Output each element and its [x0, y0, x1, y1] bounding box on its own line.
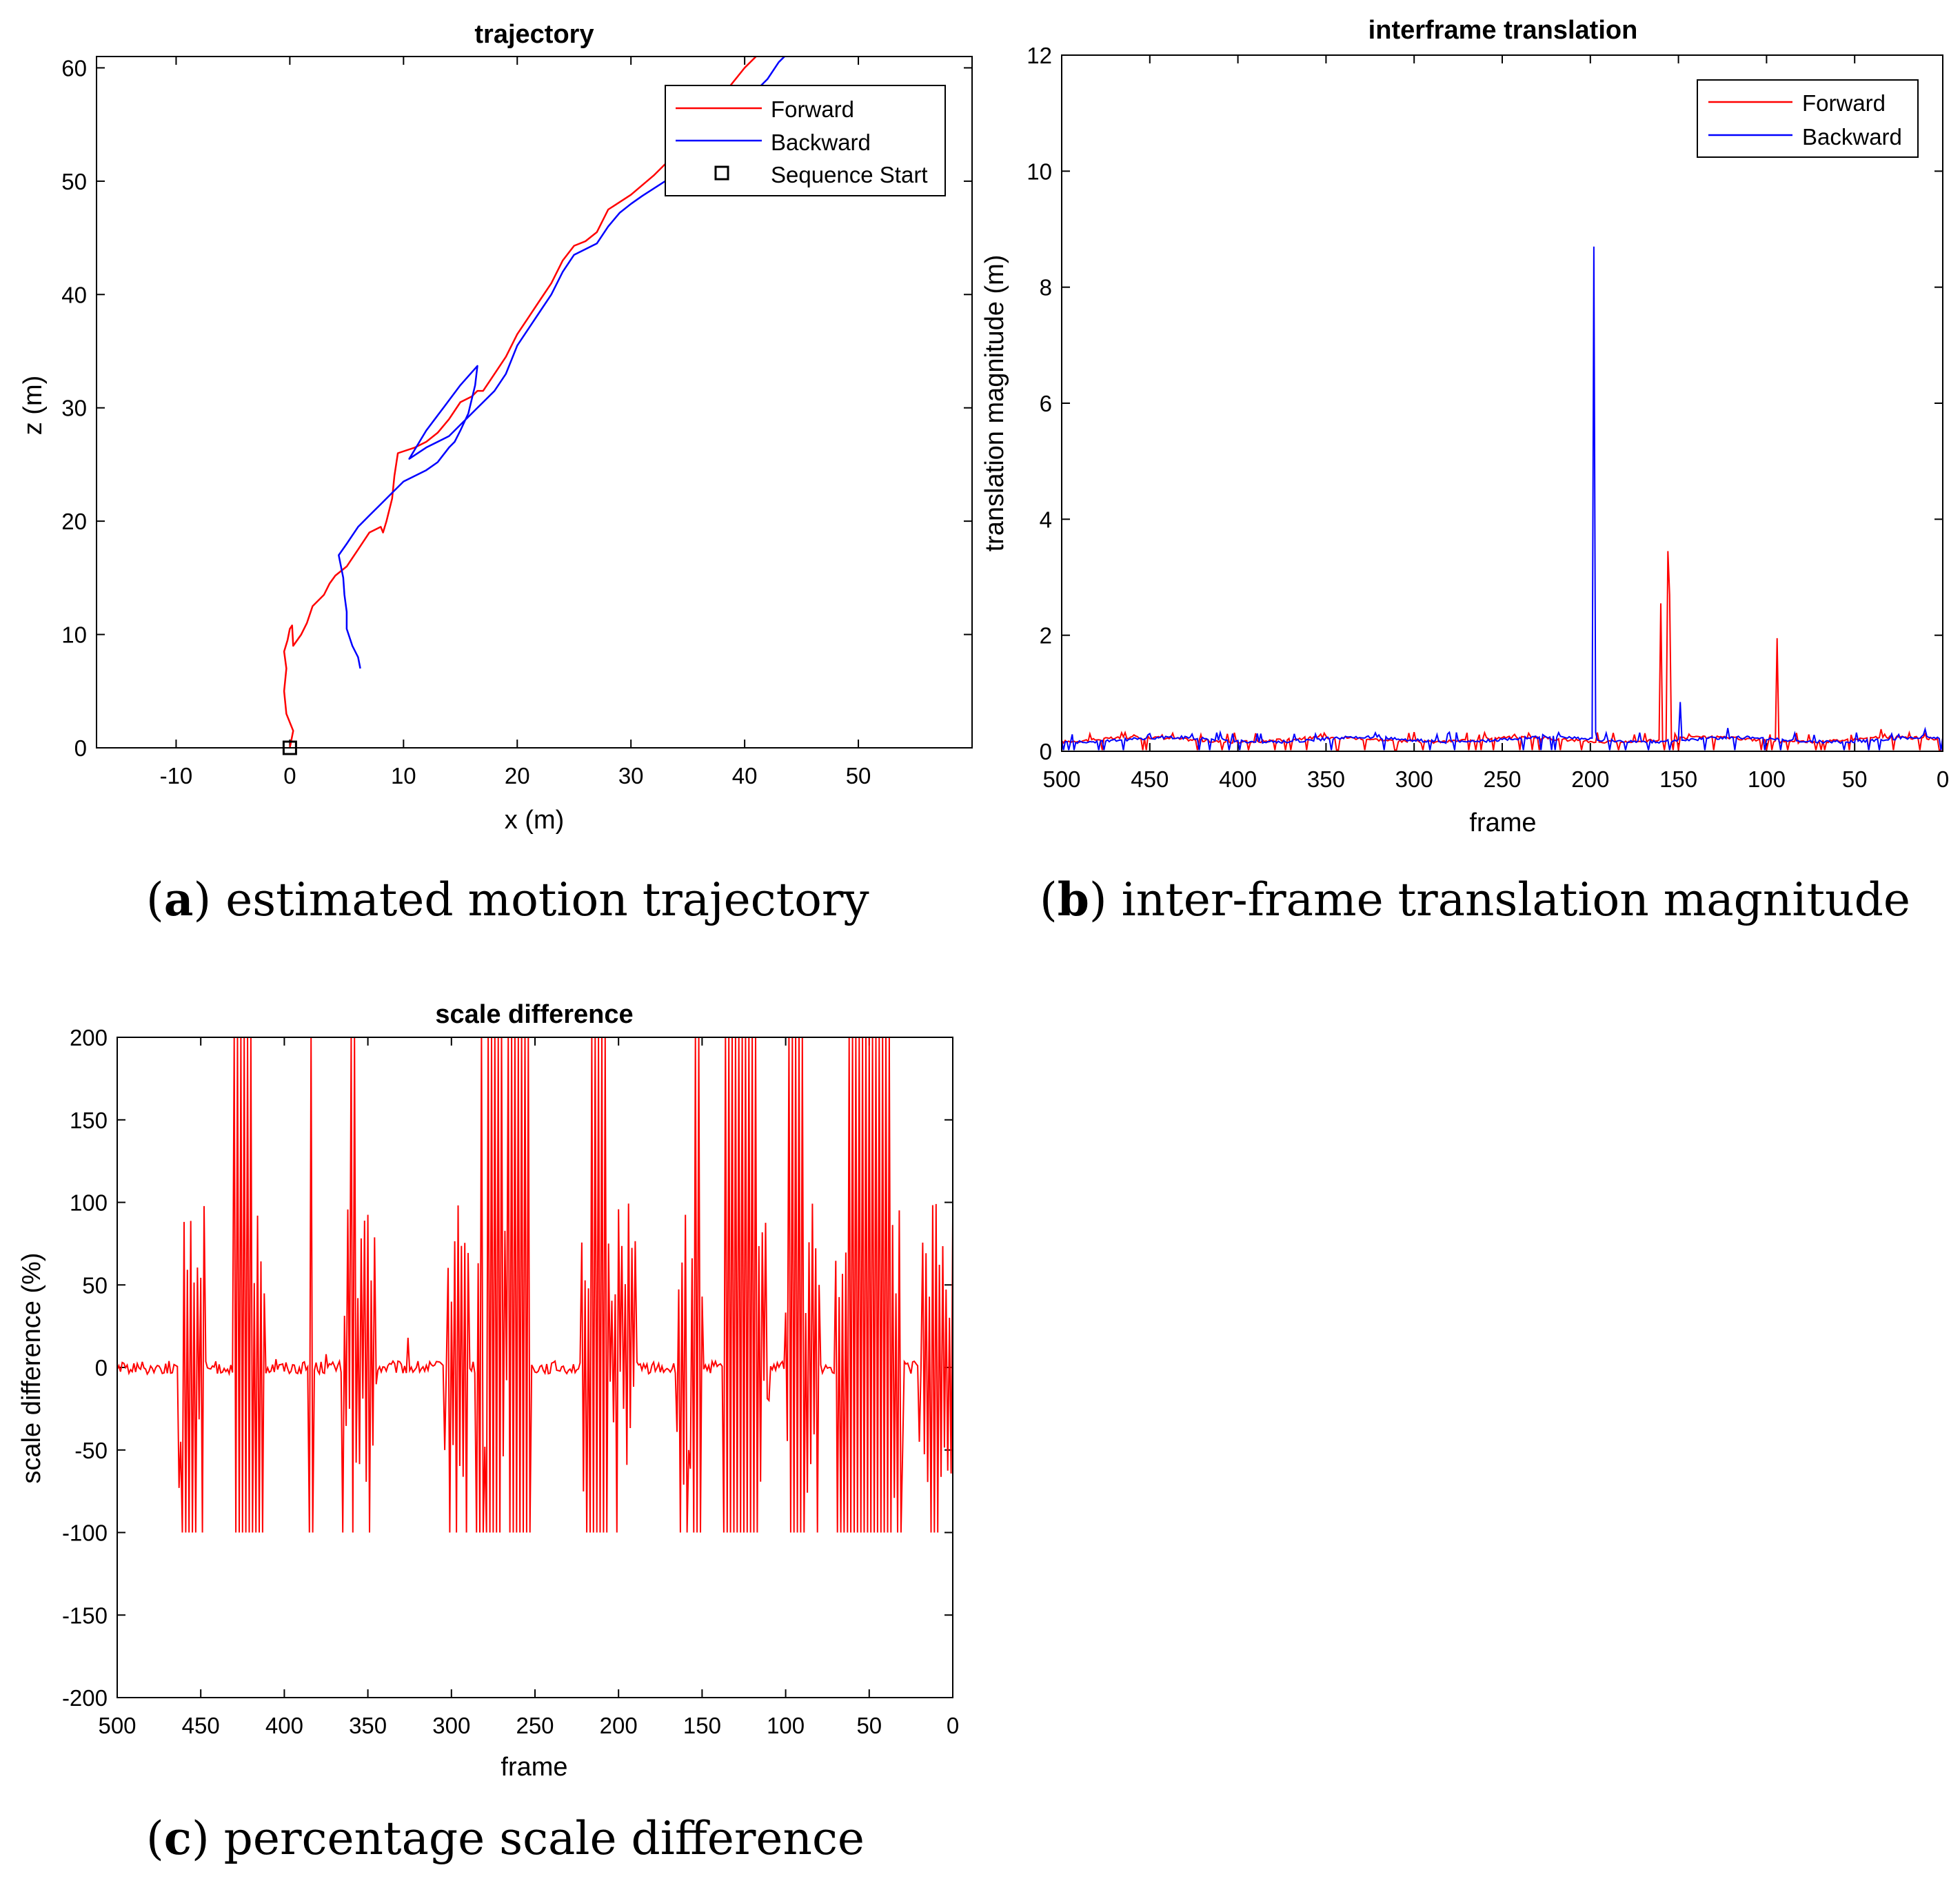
x-tick-label: 400: [1219, 766, 1257, 792]
x-tick-label: 200: [600, 1713, 638, 1738]
y-tick-label: 150: [70, 1108, 108, 1133]
x-tick-label: 350: [349, 1713, 387, 1738]
caption-c-letter: c: [164, 1811, 192, 1865]
chart-c-ylabel: scale difference (%): [17, 1252, 46, 1483]
chart-interframe-translation: interframe translation 500 450 400 350 300 25…: [980, 16, 1949, 837]
y-tick-label: 4: [1040, 507, 1052, 532]
x-tick-label: 450: [182, 1713, 220, 1738]
x-tick-label: 100: [1748, 766, 1786, 792]
legend-forward-label: Forward: [771, 96, 854, 122]
y-tick-label: -200: [62, 1685, 108, 1711]
x-tick-label: 450: [1131, 766, 1169, 792]
legend-start-label: Sequence Start: [771, 162, 928, 187]
x-tick-label: 350: [1307, 766, 1345, 792]
x-tick-label: 0: [283, 763, 296, 788]
y-tick-label: 10: [61, 622, 87, 648]
caption-a-letter: a: [164, 873, 194, 926]
chart-a-ylabel: z (m): [19, 376, 48, 436]
series-line-forward: [1061, 551, 1943, 751]
y-tick-label: 0: [1040, 739, 1052, 764]
series-line-scale-difference: [117, 1037, 953, 1533]
caption-b: (b) inter-frame translation magnitude: [1040, 873, 1910, 926]
y-tick-label: -100: [62, 1520, 108, 1546]
legend-backward-label: Backward: [771, 130, 871, 155]
chart-c-ticks: 500 450 400 350 300 250 200 150 100 50 0-200-150-1…: [62, 1025, 959, 1738]
x-tick-label: 250: [1483, 766, 1521, 792]
legend-backward-label: Backward: [1802, 124, 1902, 150]
y-tick-label: 60: [61, 55, 87, 81]
y-tick-label: 12: [1027, 43, 1052, 68]
x-tick-label: 150: [683, 1713, 721, 1738]
x-tick-label: 100: [767, 1713, 805, 1738]
chart-c-axes-box: [117, 1037, 953, 1698]
y-tick-label: 50: [82, 1272, 108, 1298]
chart-a-title: trajectory: [474, 20, 594, 49]
x-tick-label: 500: [98, 1713, 136, 1738]
y-tick-label: 30: [61, 396, 87, 421]
x-tick-label: 150: [1659, 766, 1697, 792]
x-tick-label: 30: [618, 763, 644, 788]
legend-box: [1697, 79, 1919, 158]
chart-b-legend: Forward Backward: [1697, 79, 1919, 158]
chart-b-ylabel: translation magnitude (m): [980, 255, 1009, 552]
y-tick-label: 10: [1027, 159, 1052, 184]
chart-a-ticks: -10 0 10 20 30 40 50 0 10 20 30 40 50 60: [61, 55, 972, 788]
y-tick-label: 200: [70, 1025, 108, 1050]
y-tick-label: 0: [95, 1355, 108, 1381]
chart-b-axes-box: [1061, 54, 1943, 752]
caption-b-letter: b: [1058, 873, 1089, 926]
y-tick-label: 2: [1040, 623, 1052, 649]
y-tick-label: 40: [61, 282, 87, 307]
y-tick-label: 50: [61, 169, 87, 194]
x-tick-label: 40: [732, 763, 758, 788]
chart-b-title: interframe translation: [1368, 16, 1638, 45]
x-tick-label: 500: [1042, 766, 1080, 792]
chart-a-xlabel: x (m): [505, 806, 565, 835]
caption-c: (c) percentage scale difference: [146, 1811, 865, 1865]
caption-c-text: percentage scale difference: [210, 1812, 865, 1865]
x-tick-label: 250: [516, 1713, 554, 1738]
y-tick-label: 100: [70, 1190, 108, 1216]
legend-forward-label: Forward: [1802, 90, 1886, 116]
x-tick-label: 50: [1842, 766, 1868, 792]
series-line-forward: [283, 56, 757, 749]
chart-scale-difference: scale difference 500 450 400 350 300 250 200 15…: [17, 1000, 959, 1782]
chart-c-series: [117, 1037, 953, 1533]
y-tick-label: 6: [1040, 391, 1052, 416]
series-line-backward: [1061, 246, 1943, 751]
caption-a-text: estimated motion trajectory: [211, 873, 869, 926]
chart-b-xlabel: frame: [1469, 808, 1536, 837]
y-tick-label: -150: [62, 1602, 108, 1628]
y-tick-label: 8: [1040, 275, 1052, 301]
x-tick-label: 200: [1571, 766, 1609, 792]
x-tick-label: 300: [432, 1713, 470, 1738]
x-tick-label: -10: [160, 763, 193, 788]
chart-c-title: scale difference: [435, 1000, 633, 1029]
chart-a-legend: Forward Backward Sequence Start: [665, 85, 946, 196]
caption-a: (a) estimated motion trajectory: [146, 873, 869, 926]
x-tick-label: 300: [1395, 766, 1433, 792]
y-tick-label: 20: [61, 509, 87, 534]
x-tick-label: 10: [391, 763, 416, 788]
series-line-backward: [338, 56, 785, 669]
x-tick-label: 0: [947, 1713, 959, 1738]
chart-trajectory: trajectory -10 0 10 20 30 40 50 0 10 20 30 40 50 60 F…: [19, 20, 973, 835]
x-tick-label: 50: [856, 1713, 882, 1738]
x-tick-label: 400: [265, 1713, 303, 1738]
x-tick-label: 20: [505, 763, 530, 788]
y-tick-label: -50: [74, 1438, 108, 1463]
chart-b-series: [1061, 246, 1943, 751]
chart-a-axes-box: [96, 56, 973, 749]
x-tick-label: 0: [1937, 766, 1949, 792]
caption-b-text: inter-frame translation magnitude: [1107, 873, 1910, 926]
legend-start-marker: [714, 165, 729, 181]
x-tick-label: 50: [846, 763, 871, 788]
chart-c-xlabel: frame: [501, 1753, 567, 1782]
y-tick-label: 0: [74, 735, 87, 761]
